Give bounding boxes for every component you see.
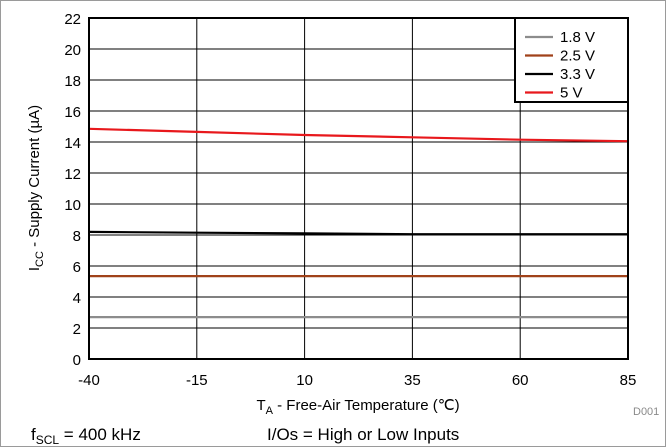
legend-label: 3.3 V	[560, 66, 595, 83]
y-tick-label: 12	[64, 166, 81, 183]
legend-label: 5 V	[560, 85, 583, 102]
figure-id: D001	[633, 406, 659, 418]
x-tick-label: 60	[512, 372, 529, 389]
y-tick-label: 22	[64, 11, 81, 28]
x-tick-label: 35	[404, 372, 421, 389]
x-tick-label: 10	[296, 372, 313, 389]
plot-border	[88, 17, 629, 360]
y-tick-label: 2	[73, 321, 81, 338]
y-tick-label: 4	[73, 290, 81, 307]
legend-box	[514, 17, 629, 103]
y-tick-label: 18	[64, 73, 81, 90]
series-lines	[88, 127, 629, 319]
y-tick-label: 10	[64, 197, 81, 214]
x-tick-label: -40	[78, 372, 100, 389]
y-tick-label: 0	[73, 352, 81, 369]
x-axis-label: TA - Free-Air Temperature (℃)	[256, 397, 459, 417]
legend: 1.8 V 2.5 V3.3 V 5 V	[514, 17, 629, 103]
x-tick-label: -15	[186, 372, 208, 389]
y-tick-label: 8	[73, 228, 81, 245]
y-tick-labels: 0 2 4 6 8 10 12 14 16 18 20 22	[64, 11, 81, 369]
legend-label: 1.8 V	[560, 29, 595, 46]
y-axis-label: ICC - Supply Current (µA)	[26, 105, 46, 271]
series-line-3	[88, 230, 628, 236]
y-tick-label: 14	[64, 135, 81, 152]
y-tick-label: 6	[73, 259, 81, 276]
x-tick-label: 85	[620, 372, 637, 389]
y-tick-label: 20	[64, 42, 81, 59]
footer-condition-frequency: fSCL = 400 kHz	[31, 425, 141, 446]
footer-condition-inputs: I/Os = High or Low Inputs	[267, 425, 459, 444]
legend-label: 2.5 V	[560, 48, 595, 65]
y-tick-label: 16	[64, 104, 81, 121]
series-line-4	[88, 127, 629, 143]
x-tick-labels: -40 -15 10 35 60 85	[78, 372, 636, 389]
